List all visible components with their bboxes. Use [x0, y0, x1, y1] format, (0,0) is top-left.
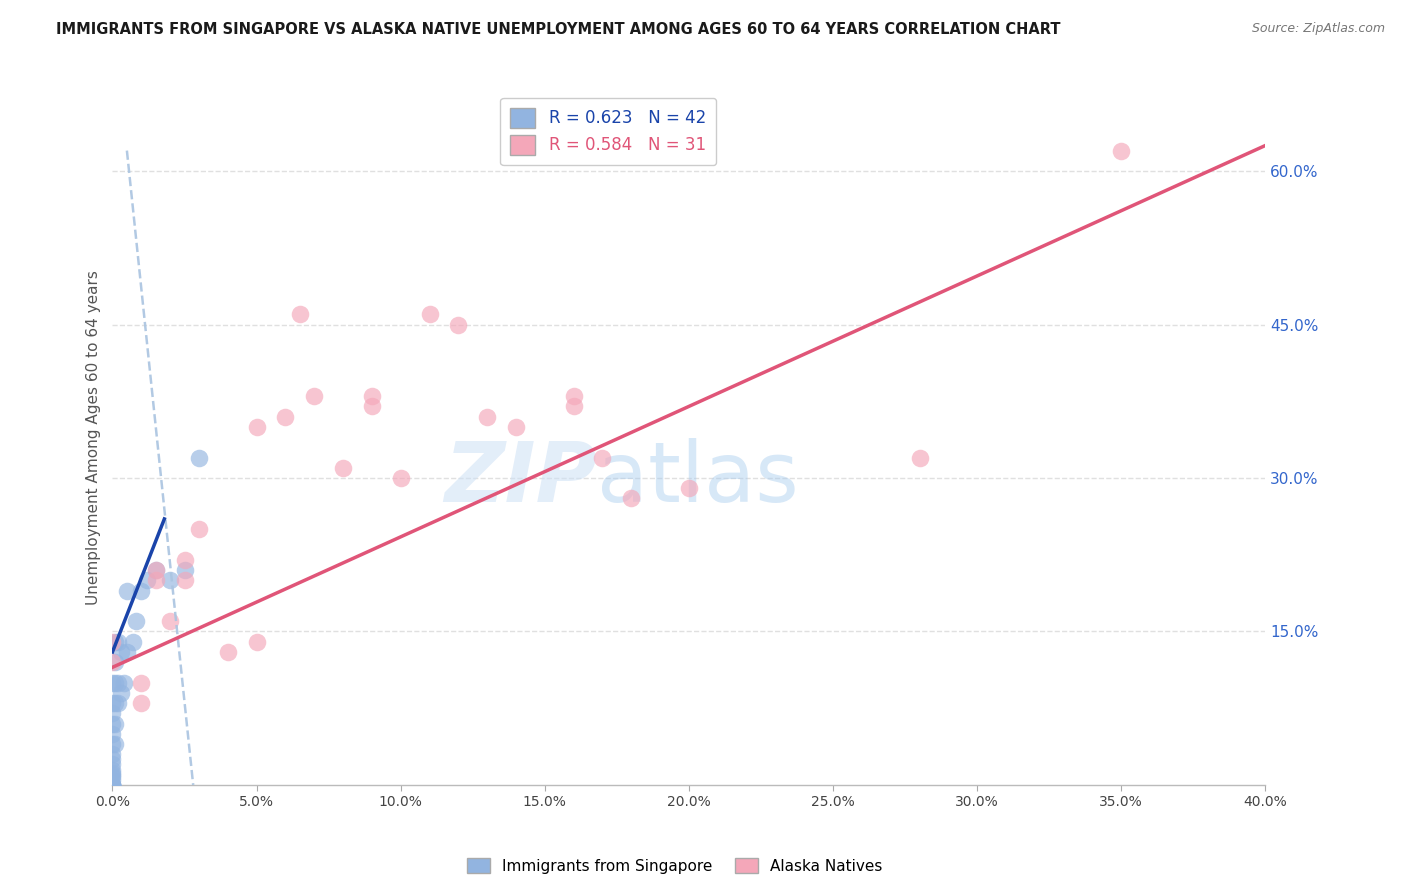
Point	[101, 778, 124, 792]
Point	[101, 765, 124, 780]
Point	[145, 563, 167, 577]
Point	[304, 389, 326, 403]
Point	[112, 675, 135, 690]
Point	[173, 553, 195, 567]
Point	[129, 583, 153, 598]
Point	[475, 409, 498, 424]
Point	[908, 450, 931, 465]
Point	[101, 772, 124, 787]
Point	[101, 737, 124, 751]
Point	[121, 634, 143, 648]
Point	[101, 706, 124, 721]
Point	[115, 645, 138, 659]
Point	[217, 645, 239, 659]
Legend: R = 0.623   N = 42, R = 0.584   N = 31: R = 0.623 N = 42, R = 0.584 N = 31	[501, 97, 716, 165]
Point	[188, 450, 211, 465]
Point	[129, 675, 153, 690]
Point	[104, 634, 127, 648]
Point	[188, 522, 211, 536]
Point	[1111, 144, 1133, 158]
Point	[101, 634, 124, 648]
Point	[101, 778, 124, 792]
Point	[274, 409, 297, 424]
Point	[101, 778, 124, 792]
Text: atlas: atlas	[596, 438, 799, 519]
Point	[104, 655, 127, 669]
Point	[145, 563, 167, 577]
Point	[592, 450, 614, 465]
Point	[245, 634, 267, 648]
Point	[173, 563, 195, 577]
Legend: Immigrants from Singapore, Alaska Natives: Immigrants from Singapore, Alaska Native…	[461, 852, 889, 880]
Point	[620, 491, 643, 506]
Point	[101, 768, 124, 782]
Text: IMMIGRANTS FROM SINGAPORE VS ALASKA NATIVE UNEMPLOYMENT AMONG AGES 60 TO 64 YEAR: IMMIGRANTS FROM SINGAPORE VS ALASKA NATI…	[56, 22, 1060, 37]
Point	[360, 389, 382, 403]
Point	[159, 574, 181, 588]
Point	[678, 481, 700, 495]
Point	[562, 400, 585, 414]
Point	[101, 752, 124, 766]
Point	[562, 389, 585, 403]
Point	[124, 614, 146, 628]
Point	[389, 471, 412, 485]
Point	[145, 574, 167, 588]
Point	[101, 778, 124, 792]
Y-axis label: Unemployment Among Ages 60 to 64 years: Unemployment Among Ages 60 to 64 years	[86, 269, 101, 605]
Point	[101, 778, 124, 792]
Point	[129, 696, 153, 710]
Point	[107, 675, 129, 690]
Point	[505, 420, 527, 434]
Point	[447, 318, 470, 332]
Point	[332, 460, 354, 475]
Point	[110, 645, 132, 659]
Point	[419, 307, 441, 321]
Point	[360, 400, 382, 414]
Point	[101, 727, 124, 741]
Point	[101, 757, 124, 772]
Point	[104, 737, 127, 751]
Text: ZIP: ZIP	[444, 438, 596, 519]
Text: Source: ZipAtlas.com: Source: ZipAtlas.com	[1251, 22, 1385, 36]
Point	[101, 770, 124, 784]
Point	[173, 574, 195, 588]
Point	[101, 716, 124, 731]
Point	[288, 307, 311, 321]
Point	[104, 716, 127, 731]
Point	[104, 675, 127, 690]
Point	[101, 655, 124, 669]
Point	[159, 614, 181, 628]
Point	[101, 763, 124, 777]
Point	[101, 696, 124, 710]
Point	[245, 420, 267, 434]
Point	[107, 634, 129, 648]
Point	[101, 747, 124, 762]
Point	[107, 696, 129, 710]
Point	[110, 686, 132, 700]
Point	[101, 675, 124, 690]
Point	[104, 696, 127, 710]
Point	[136, 574, 159, 588]
Point	[101, 778, 124, 792]
Point	[115, 583, 138, 598]
